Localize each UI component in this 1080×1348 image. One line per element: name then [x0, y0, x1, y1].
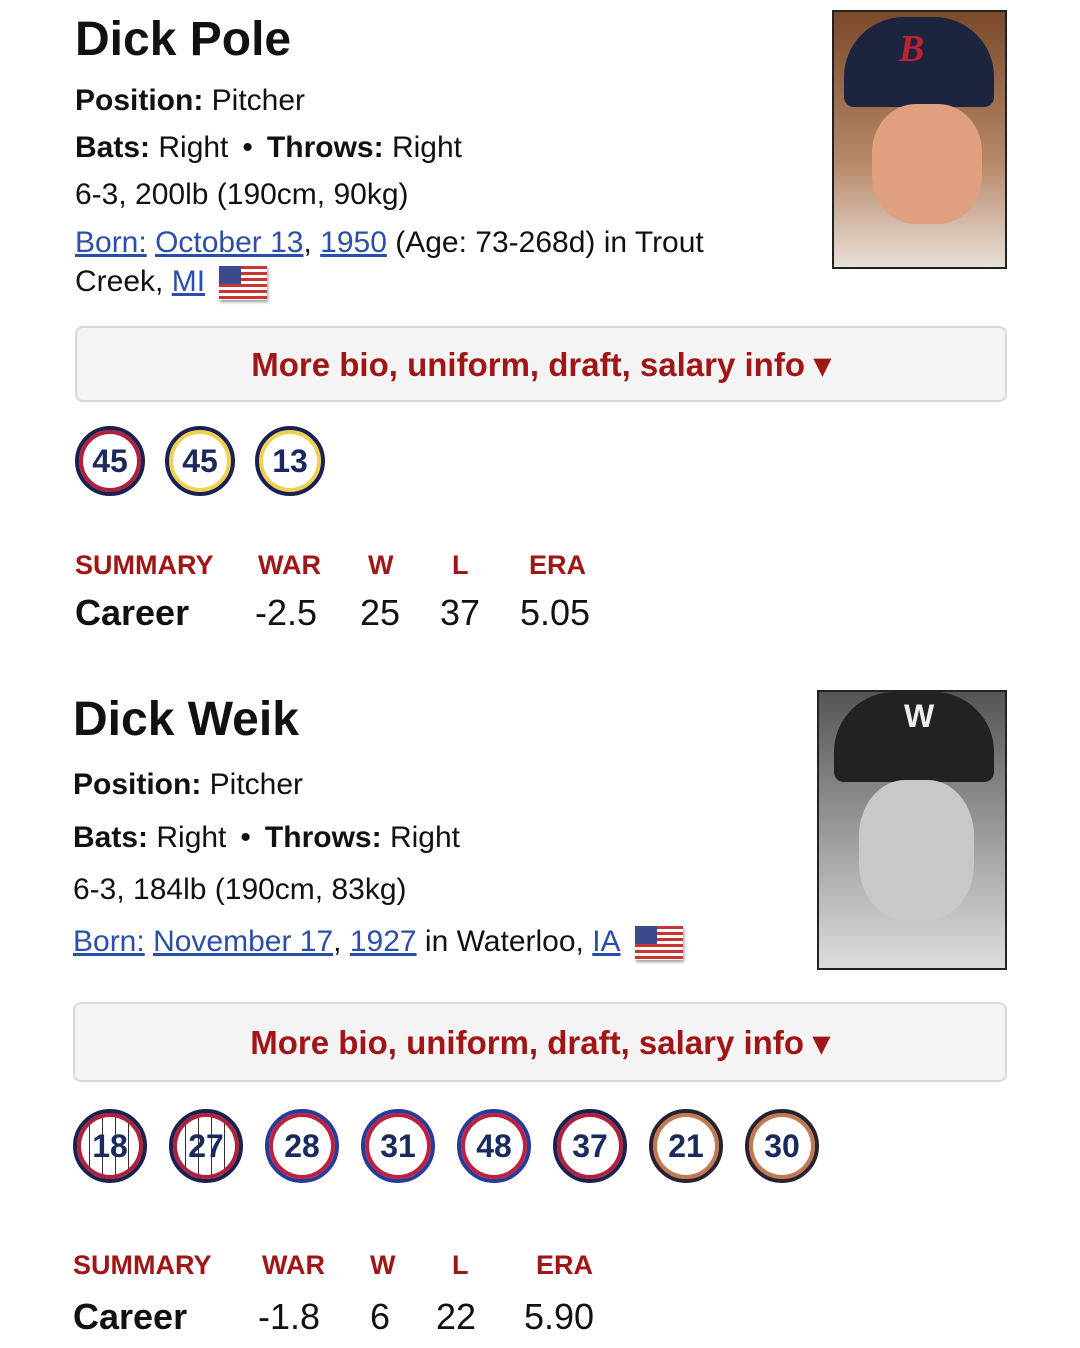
position-value: Pitcher — [211, 84, 306, 117]
uniform-number-badge[interactable]: 37 — [553, 1109, 627, 1183]
separator-dot: • — [240, 821, 251, 854]
birth-year-link[interactable]: 1950 — [320, 226, 387, 259]
bats-label: Bats: — [75, 131, 151, 164]
career-label: Career — [75, 592, 190, 633]
career-war: -1.8 — [258, 1296, 321, 1337]
throws-value: Right — [389, 821, 460, 854]
birth-date-link[interactable]: November 17 — [153, 925, 334, 958]
age: (Age: 73-268d) in Trout — [395, 226, 704, 259]
cap-letter: B — [899, 28, 925, 70]
cap-icon: W — [834, 692, 994, 782]
summary-header: SUMMARY — [75, 550, 214, 580]
career-l: 37 — [440, 592, 481, 633]
born-link[interactable]: Born: — [73, 925, 145, 958]
birth-year-link[interactable]: 1927 — [349, 925, 417, 958]
career-era: 5.05 — [520, 592, 591, 633]
uniform-number-badge[interactable]: 31 — [361, 1109, 435, 1183]
uniform-number-badge[interactable]: 48 — [457, 1109, 531, 1183]
birth-city: Creek, — [75, 265, 164, 298]
birth-state-link[interactable]: MI — [171, 265, 206, 298]
uniform-number-badge[interactable]: 21 — [649, 1109, 723, 1183]
player-photo: B — [832, 10, 1007, 269]
player-name: Dick Weik — [73, 693, 299, 746]
more-info-button[interactable]: More bio, uniform, draft, salary info ▾ — [75, 326, 1007, 402]
uniform-number-badge[interactable]: 27 — [169, 1109, 243, 1183]
born: Born: November 17, 1927 in Waterloo, IA — [73, 925, 683, 961]
player-photo: W — [817, 690, 1007, 970]
era-header: ERA — [536, 1250, 594, 1280]
birth-date-link[interactable]: October 13 — [155, 226, 304, 259]
war-header: WAR — [262, 1250, 325, 1280]
throws-value: Right — [391, 131, 462, 164]
w-header: W — [368, 550, 394, 580]
uniform-number-badge[interactable]: 28 — [265, 1109, 339, 1183]
height-weight: 6-3, 200lb (190cm, 90kg) — [75, 178, 409, 211]
summary-header: SUMMARY — [73, 1250, 212, 1280]
career-label: Career — [73, 1296, 188, 1337]
cap-letter: W — [904, 698, 935, 734]
l-header: L — [452, 1250, 469, 1280]
throws-label: Throws: — [264, 821, 382, 854]
uniform-number-badge[interactable]: 45 — [75, 426, 145, 496]
career-era: 5.90 — [524, 1296, 595, 1337]
birth-state-link[interactable]: IA — [592, 925, 621, 958]
born-link[interactable]: Born: — [75, 226, 147, 259]
war-header: WAR — [258, 550, 321, 580]
us-flag-icon — [634, 926, 683, 961]
cap-icon: B — [844, 17, 994, 107]
career-w: 25 — [360, 592, 401, 633]
bats-throws: Bats: Right • Throws: Right — [75, 131, 462, 165]
bats-label: Bats: — [73, 821, 149, 854]
career-war: -2.5 — [255, 592, 318, 633]
uniform-number-badge[interactable]: 30 — [745, 1109, 819, 1183]
uniform-number-badge[interactable]: 45 — [165, 426, 235, 496]
bats-throws: Bats: Right • Throws: Right — [73, 821, 460, 855]
us-flag-icon — [219, 266, 268, 301]
height-weight: 6-3, 184lb (190cm, 83kg) — [73, 873, 407, 906]
birth-place: in Waterloo, — [424, 925, 584, 958]
birth-place: Creek, MI — [75, 265, 268, 301]
position-label: Position: — [73, 768, 202, 801]
separator-dot: • — [242, 131, 253, 164]
era-header: ERA — [529, 550, 587, 580]
more-info-button[interactable]: More bio, uniform, draft, salary info ▾ — [73, 1002, 1007, 1082]
born: Born: October 13, 1950 (Age: 73-268d) in… — [75, 226, 704, 259]
uniform-number-badge[interactable]: 18 — [73, 1109, 147, 1183]
career-w: 6 — [370, 1296, 391, 1337]
position-value: Pitcher — [209, 768, 304, 801]
w-header: W — [370, 1250, 396, 1280]
position: Position: Pitcher — [75, 84, 305, 118]
bats-value: Right — [156, 821, 227, 854]
position: Position: Pitcher — [73, 768, 303, 802]
throws-label: Throws: — [266, 131, 384, 164]
player-name: Dick Pole — [75, 13, 292, 66]
bats-value: Right — [158, 131, 229, 164]
position-label: Position: — [75, 84, 204, 117]
career-l: 22 — [436, 1296, 477, 1337]
l-header: L — [452, 550, 469, 580]
uniform-number-badge[interactable]: 13 — [255, 426, 325, 496]
